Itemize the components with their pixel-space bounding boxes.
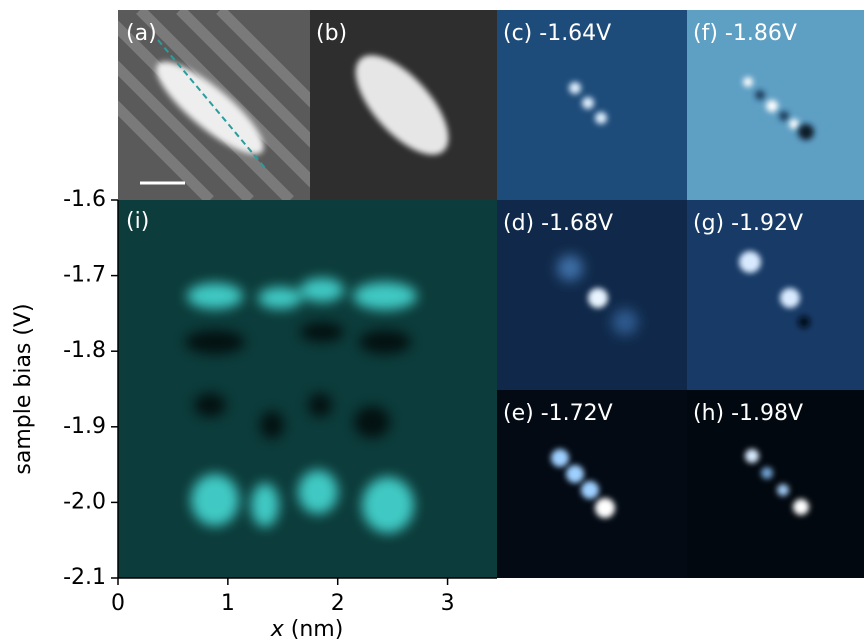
y-tick-label: -2.0 — [63, 489, 106, 514]
panel-label: (d) -1.68V — [503, 211, 613, 236]
panel-label: (h) -1.98V — [693, 401, 803, 426]
x-label-symbol: x — [270, 617, 285, 642]
panel-label: (i) — [126, 209, 149, 234]
y-axis-label: sample bias (V) — [11, 303, 36, 474]
panel-label: (f) -1.86V — [693, 21, 797, 46]
y-tick-label: -1.8 — [63, 338, 106, 363]
panel-label: (c) -1.64V — [503, 21, 611, 46]
y-tick-label: -1.7 — [63, 263, 106, 288]
x-tick-label: 2 — [331, 591, 345, 616]
y-tick-label: -1.9 — [63, 414, 106, 439]
x-tick-label: 0 — [111, 591, 125, 616]
panel-label: (e) -1.72V — [503, 401, 613, 426]
panel-label: (b) — [316, 21, 347, 46]
y-tick-label: -2.1 — [63, 565, 106, 590]
x-tick-label: 3 — [441, 591, 455, 616]
figure: sample bias (V) x (nm) (i) (a) (b) (c) -1.… — [0, 0, 864, 643]
x-axis-label: x (nm) — [270, 617, 344, 642]
panel-label: (a) — [126, 21, 157, 46]
y-tick-label: -1.6 — [63, 187, 106, 212]
x-label-unit: (nm) — [291, 617, 344, 642]
heatmap-image — [118, 200, 497, 578]
panel-label: (g) -1.92V — [693, 211, 803, 236]
x-tick-label: 1 — [221, 591, 235, 616]
